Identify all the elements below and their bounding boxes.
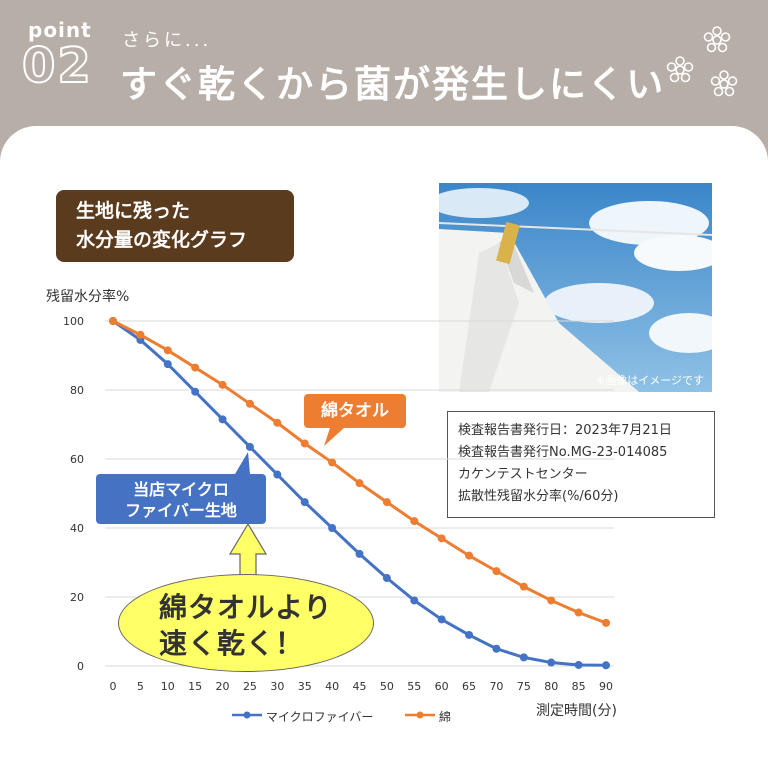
data-point-1-17 — [574, 608, 583, 617]
microfiber-callout-pointer — [235, 452, 250, 474]
microfiber-callout-line2: ファイバー生地 — [125, 501, 237, 520]
towel-photo: ※画像はイメージです — [439, 183, 712, 392]
microfiber-callout: 当店マイクロ ファイバー生地 — [96, 474, 266, 524]
bubble-line2: 速く乾く！ — [159, 627, 305, 660]
point-label: point — [28, 18, 92, 42]
data-point-1-7 — [300, 439, 309, 448]
x-tick-label-65: 65 — [462, 680, 476, 693]
data-point-0-11 — [410, 596, 419, 605]
flower-icon — [666, 26, 738, 97]
dries-faster-bubble: 綿タオルより 速く乾く！ — [118, 574, 374, 672]
series-line-1 — [112, 319, 607, 625]
legend-marker-cotton — [405, 711, 436, 719]
legend-label-cotton: 綿 — [438, 710, 451, 724]
x-tick-label-55: 55 — [407, 680, 421, 693]
photo-caption: ※画像はイメージです — [596, 374, 704, 387]
cotton-callout: 綿タオル — [304, 394, 406, 428]
data-point-1-1 — [136, 330, 145, 339]
y-tick-label-80: 80 — [70, 384, 84, 397]
report-info-box: 検査報告書発行日：2023年7月21日 検査報告書発行No.MG-23-0140… — [447, 411, 715, 518]
x-tick-label-20: 20 — [216, 680, 230, 693]
x-tick-label-5: 5 — [137, 680, 144, 693]
data-point-1-5 — [245, 399, 254, 408]
data-point-1-15 — [519, 582, 528, 591]
y-tick-label-60: 60 — [70, 453, 84, 466]
report-line3: カケンテストセンター — [458, 467, 588, 482]
cotton-callout-pointer — [324, 428, 344, 446]
report-line2: 検査報告書発行No.MG-23-014085 — [458, 445, 668, 460]
data-point-0-15 — [519, 653, 528, 662]
data-point-1-8 — [328, 458, 337, 467]
data-point-0-5 — [245, 442, 254, 451]
x-tick-label-85: 85 — [572, 680, 586, 693]
x-tick-label-40: 40 — [325, 680, 339, 693]
data-point-1-2 — [163, 346, 172, 355]
data-point-1-13 — [465, 551, 474, 560]
header: point 02 さらに... すぐ乾くから菌が発生しにくい — [0, 0, 768, 128]
data-point-1-10 — [382, 498, 391, 507]
x-axis-label: 測定時間(分) — [536, 703, 617, 719]
data-point-0-7 — [300, 498, 309, 507]
graph-title-box: 生地に残った 水分量の変化グラフ — [56, 190, 294, 262]
data-point-1-14 — [492, 567, 501, 576]
chart-legend: マイクロファイバー 綿 — [232, 708, 451, 725]
x-tick-label-25: 25 — [243, 680, 257, 693]
bubble-line1: 綿タオルより — [159, 591, 333, 624]
data-point-1-18 — [602, 618, 610, 627]
data-point-0-9 — [355, 549, 364, 558]
data-point-1-6 — [273, 418, 282, 427]
data-point-0-3 — [191, 387, 200, 396]
x-tick-label-70: 70 — [489, 680, 503, 693]
x-tick-label-15: 15 — [188, 680, 202, 693]
graph-title-line2: 水分量の変化グラフ — [76, 229, 248, 251]
data-point-1-16 — [547, 596, 556, 605]
graph-title-line1: 生地に残った — [76, 200, 191, 222]
x-tick-label-0: 0 — [110, 680, 117, 693]
y-tick-label-0: 0 — [77, 660, 84, 673]
data-point-0-12 — [437, 615, 446, 624]
data-point-0-2 — [163, 360, 172, 369]
data-point-1-11 — [410, 517, 419, 526]
data-point-1-0 — [109, 317, 117, 325]
microfiber-callout-line1: 当店マイクロ — [133, 480, 229, 499]
x-tick-label-10: 10 — [161, 680, 175, 693]
point-number: 02 — [21, 37, 93, 95]
x-tick-label-90: 90 — [599, 680, 613, 693]
data-point-1-3 — [191, 363, 200, 372]
x-tick-label-80: 80 — [544, 680, 558, 693]
x-tick-label-45: 45 — [353, 680, 367, 693]
x-tick-label-75: 75 — [517, 680, 531, 693]
y-tick-label-20: 20 — [70, 591, 84, 604]
data-point-1-4 — [218, 380, 227, 389]
data-point-0-4 — [218, 415, 227, 424]
data-point-0-8 — [328, 524, 337, 532]
data-point-0-14 — [492, 644, 501, 653]
data-point-0-10 — [382, 574, 391, 583]
legend-label-microfiber: マイクロファイバー — [265, 710, 374, 724]
x-tick-label-35: 35 — [298, 680, 312, 693]
page-title: すぐ乾くから菌が発生しにくい — [120, 63, 666, 106]
x-tick-label-60: 60 — [435, 680, 449, 693]
data-point-0-13 — [465, 630, 474, 639]
data-point-0-6 — [273, 470, 282, 479]
x-tick-label-30: 30 — [270, 680, 284, 693]
subtitle: さらに... — [122, 30, 212, 51]
report-line1: 検査報告書発行日：2023年7月21日 — [458, 423, 672, 438]
x-tick-label-50: 50 — [380, 680, 394, 693]
data-point-0-18 — [602, 661, 610, 670]
report-line4: 拡散性残留水分率(%/60分) — [458, 489, 619, 504]
y-tick-label-100: 100 — [63, 315, 84, 328]
y-axis-label: 残留水分率% — [46, 289, 130, 305]
data-point-0-17 — [574, 660, 583, 669]
data-point-0-16 — [547, 658, 556, 667]
data-point-1-12 — [437, 534, 446, 543]
y-tick-label-40: 40 — [70, 522, 84, 535]
data-point-1-9 — [355, 479, 364, 488]
towel-image — [439, 183, 712, 392]
legend-marker-microfiber — [232, 711, 262, 719]
